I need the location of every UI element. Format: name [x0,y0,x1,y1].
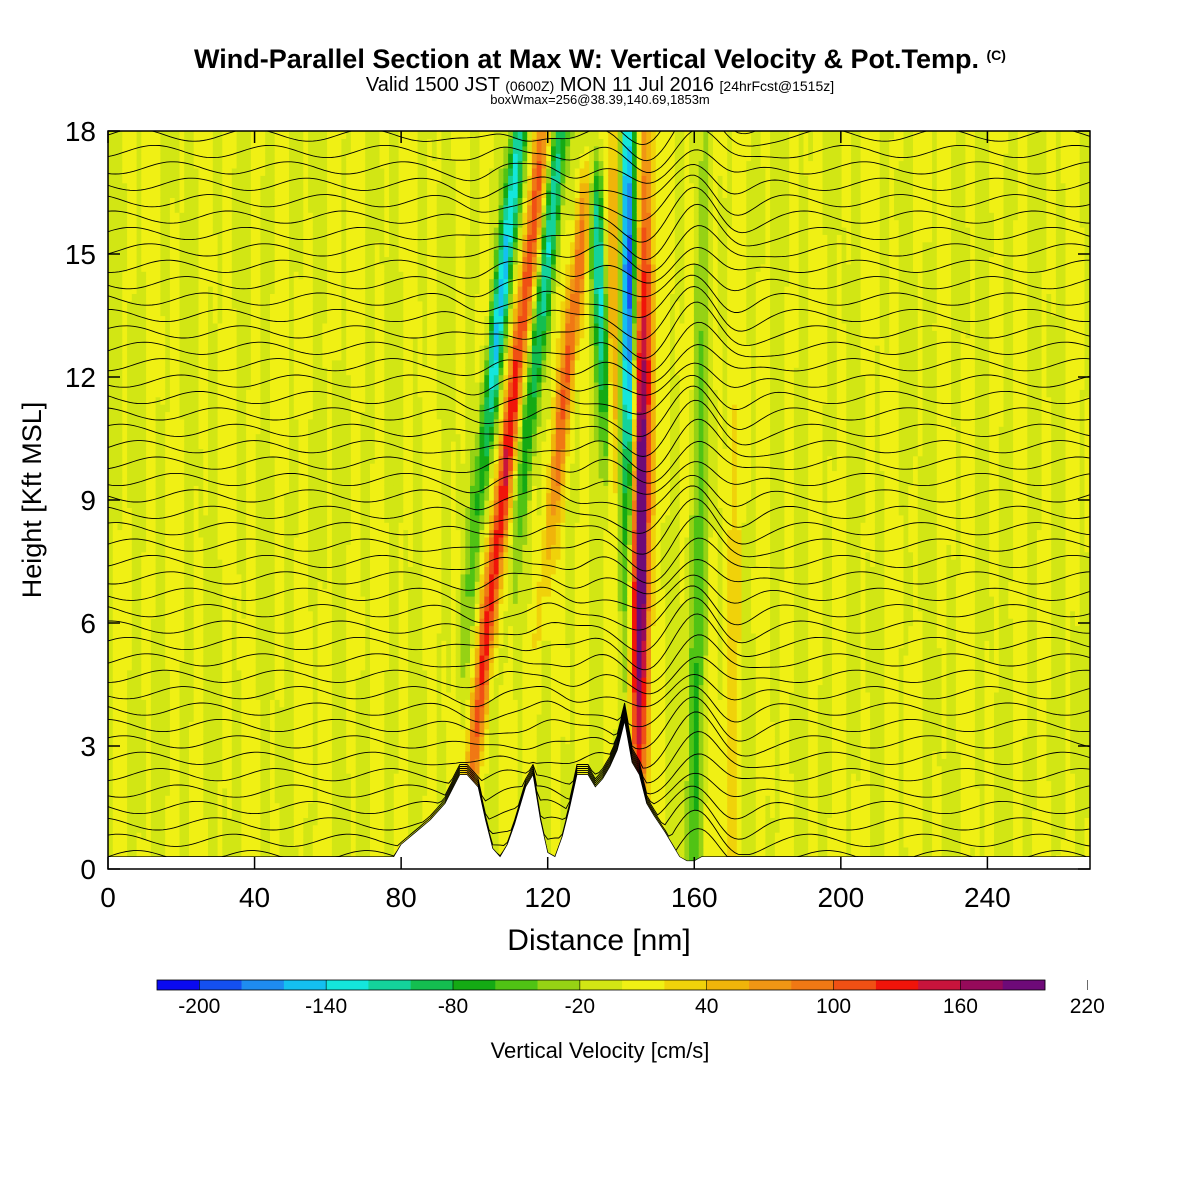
figure: Wind-Parallel Section at Max W: Vertical… [0,0,1200,1200]
colorbar-swatch [960,980,1003,990]
colorbar-swatch [538,980,581,990]
plot: 0 40 80 120 160 200 240 0 3 6 9 12 15 18 Distance [nm… [0,0,1200,1200]
colorbar-swatch [834,980,877,990]
colorbar-swatch [918,980,961,990]
x-axis-label: Distance [nm] [507,924,690,957]
colorbar-label: Vertical Velocity [cm/s] [491,1038,710,1063]
x-tick-label: 80 [386,882,417,913]
colorbar-swatch [876,980,919,990]
colorbar-swatch [242,980,285,990]
y-tick-label: 9 [80,485,96,516]
colorbar-swatch [495,980,538,990]
colorbar-tick-label: -140 [305,995,347,1018]
x-tick-label: 200 [817,882,864,913]
colorbar-tick-label: 220 [1070,995,1105,1018]
x-tick-label: 240 [964,882,1011,913]
colorbar-swatch [622,980,665,990]
y-tick-label: 18 [65,116,96,147]
colorbar-swatch [1003,980,1046,990]
colorbar-swatch [580,980,623,990]
x-tick-label: 0 [100,882,116,913]
y-tick-label: 15 [65,239,96,270]
colorbar-tick-label: 160 [943,995,978,1018]
y-tick-label: 3 [80,731,96,762]
x-tick-label: 120 [524,882,571,913]
x-tick-label: 40 [239,882,270,913]
colorbar-tick-label: 40 [695,995,718,1018]
colorbar: -200 -140 -80 -20 40 100 160 220 [157,980,1105,1018]
colorbar-swatch [368,980,411,990]
colorbar-swatch [453,980,496,990]
colorbar-swatch [326,980,369,990]
colorbar-tick-label: 100 [816,995,851,1018]
colorbar-swatch [284,980,327,990]
y-tick-label: 12 [65,362,96,393]
colorbar-tick-label: -200 [178,995,220,1018]
y-tick-label: 6 [80,608,96,639]
colorbar-swatch [791,980,834,990]
colorbar-swatch [707,980,750,990]
x-tick-label: 160 [671,882,718,913]
colorbar-tick-label: -20 [565,995,595,1018]
colorbar-swatch [411,980,454,990]
colorbar-swatch [199,980,242,990]
colorbar-swatch [749,980,792,990]
colorbar-tick-label: -80 [438,995,468,1018]
colorbar-swatch [157,980,200,990]
y-axis-label: Height [Kft MSL] [17,402,47,599]
vertical-velocity-field [108,124,1095,870]
y-tick-label: 0 [80,854,96,885]
colorbar-swatch [664,980,707,990]
